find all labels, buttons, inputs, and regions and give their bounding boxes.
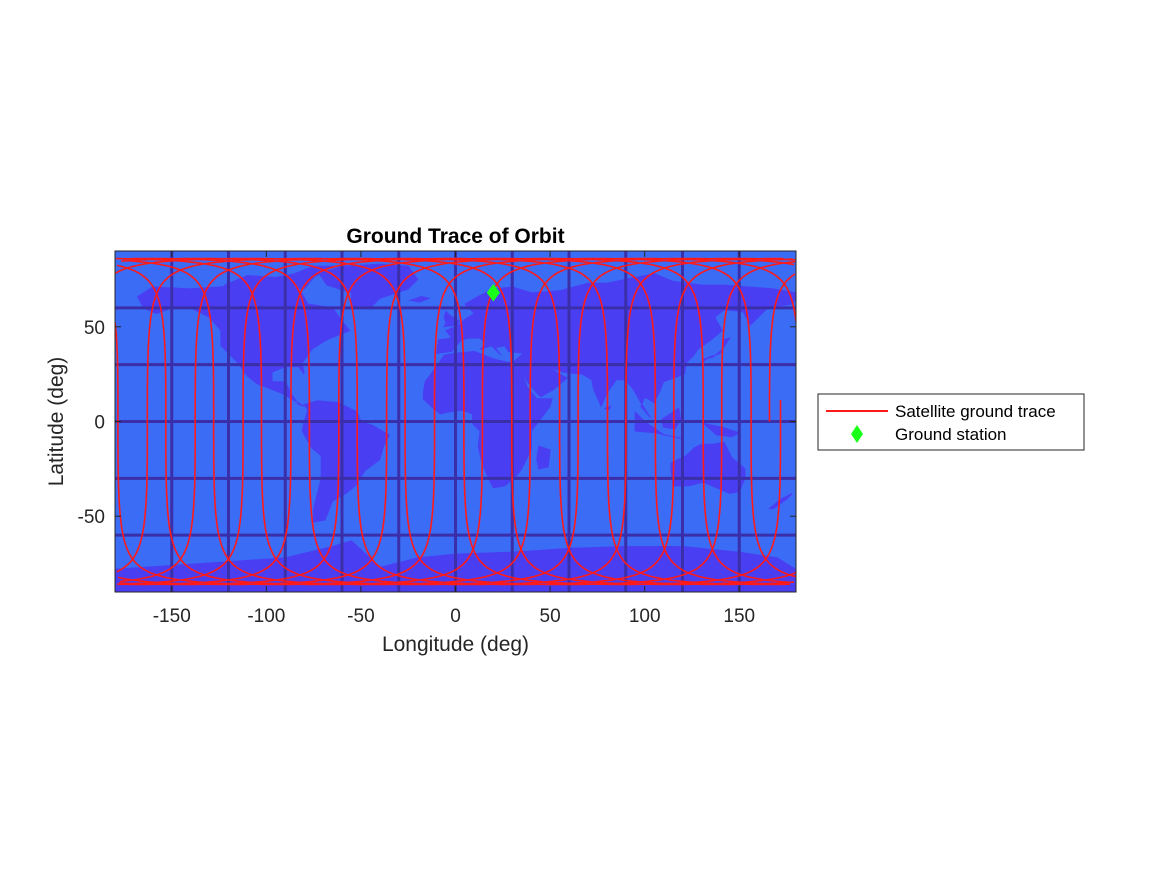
chart-title: Ground Trace of Orbit: [346, 225, 564, 248]
legend-station-label: Ground station: [895, 425, 1007, 444]
land-mass: [436, 273, 796, 419]
x-tick-label: -100: [247, 606, 285, 627]
legend: Satellite ground trace Ground station: [817, 393, 1085, 451]
ground-station-marker: [486, 283, 500, 302]
land-mass: [536, 445, 551, 470]
ground-station-group: [486, 283, 500, 302]
x-tick-label: 0: [450, 606, 461, 627]
x-tick-label: -50: [347, 606, 374, 627]
y-tick-label: 50: [84, 318, 105, 339]
y-axis-ticks: -50 0 50: [78, 318, 796, 528]
land-mass: [408, 295, 431, 303]
legend-station-swatch: [851, 425, 863, 443]
y-tick-label: 0: [94, 413, 105, 434]
plot-area: [115, 251, 796, 592]
land-mass: [700, 337, 731, 364]
x-tick-label: 50: [540, 606, 561, 627]
land-mass: [318, 263, 419, 309]
satellite-ground-trace-line: [115, 257, 796, 586]
x-axis-ticks: -150 -100 -50 0 50 100 150: [153, 251, 755, 627]
land-mass: [661, 407, 682, 430]
x-axis-label: Longitude (deg): [382, 633, 529, 656]
x-tick-label: 100: [629, 606, 661, 627]
y-tick-label: -50: [78, 507, 105, 528]
legend-box: [817, 393, 1085, 451]
land-mass: [223, 265, 335, 294]
grid-lines: [115, 251, 796, 592]
legend-trace-label: Satellite ground trace: [895, 402, 1056, 421]
y-axis-label: Latitude (deg): [45, 357, 68, 487]
x-tick-label: 150: [723, 606, 755, 627]
x-tick-label: -150: [153, 606, 191, 627]
